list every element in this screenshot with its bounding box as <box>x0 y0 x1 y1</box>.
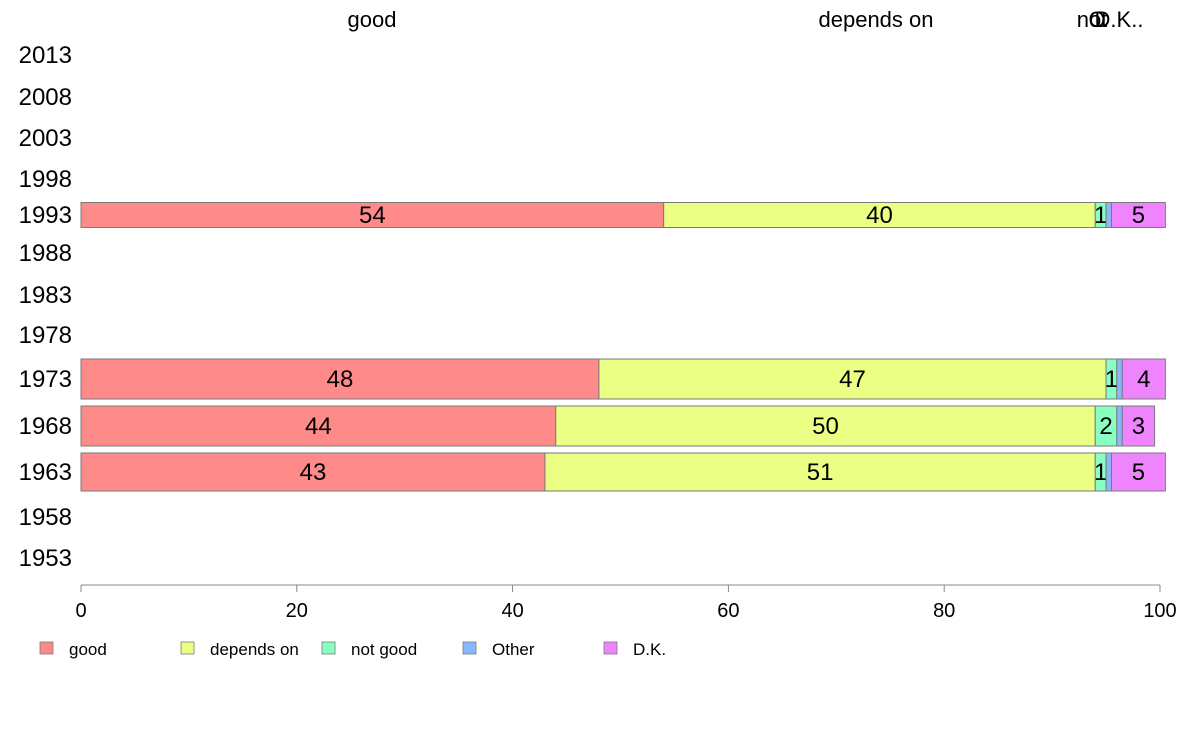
y-tick-label: 1973 <box>19 366 72 393</box>
bar-segment <box>1116 358 1123 400</box>
bar-segment <box>1121 358 1166 400</box>
bar-segment <box>1116 405 1123 447</box>
bar-value-label: 3 <box>1132 413 1145 440</box>
bar-value-label: 1 <box>1094 202 1107 229</box>
bar-value-label: 4 <box>1137 366 1150 393</box>
x-tick-label: 20 <box>286 600 308 622</box>
legend-swatch <box>603 641 618 655</box>
bar-value-label: 51 <box>807 459 834 486</box>
bar-segment <box>80 452 546 492</box>
legend-label: not good <box>351 640 417 659</box>
bar-value-label: 50 <box>812 413 839 440</box>
top-label: D.K.. <box>1095 7 1144 32</box>
x-tick-label: 60 <box>717 600 739 622</box>
y-tick-label: 1968 <box>19 413 72 440</box>
y-tick-label: 1998 <box>19 166 72 193</box>
top-label: not <box>1077 7 1108 32</box>
y-tick-label: 1963 <box>19 459 72 486</box>
y-tick-label: 2013 <box>19 42 72 69</box>
x-tick-label: 0 <box>75 600 86 622</box>
bar-segment <box>1110 202 1166 228</box>
legend-label: Other <box>492 640 535 659</box>
bar-value-label: 54 <box>359 202 386 229</box>
y-tick-label: 1958 <box>19 504 72 531</box>
y-tick-label: 2008 <box>19 84 72 111</box>
bar-segment <box>544 452 1096 492</box>
bar-segment <box>1105 202 1112 228</box>
legend-label: depends on <box>210 640 299 659</box>
bar-segment <box>555 405 1096 447</box>
x-tick-label: 80 <box>933 600 955 622</box>
y-tick-label: 1953 <box>19 545 72 572</box>
legend-swatch <box>462 641 477 655</box>
bar-segment <box>80 405 557 447</box>
y-tick-label: 1978 <box>19 322 72 349</box>
x-tick-label: 100 <box>1143 600 1176 622</box>
bar-segment <box>1110 452 1166 492</box>
y-tick-label: 1988 <box>19 240 72 267</box>
bar-value-label: 44 <box>305 413 332 440</box>
bar-segment <box>80 202 665 228</box>
top-label: good <box>348 7 397 32</box>
bar-value-label: 43 <box>300 459 327 486</box>
top-label: depends on <box>819 7 934 32</box>
bar-value-label: 1 <box>1105 366 1118 393</box>
bar-segment <box>598 358 1107 400</box>
legend-label: good <box>69 640 107 659</box>
top-label: O <box>1088 7 1105 32</box>
y-tick-label: 1993 <box>19 202 72 229</box>
bar-value-label: 2 <box>1099 413 1112 440</box>
y-tick-label: 2003 <box>19 125 72 152</box>
x-tick-label: 40 <box>501 600 523 622</box>
bar-value-label: 40 <box>866 202 893 229</box>
legend-swatch <box>39 641 54 655</box>
bar-segment <box>1121 405 1156 447</box>
legend-swatch <box>321 641 336 655</box>
bar-value-label: 5 <box>1132 459 1145 486</box>
bar-segment <box>1105 452 1112 492</box>
bar-value-label: 1 <box>1094 459 1107 486</box>
bar-value-label: 48 <box>327 366 354 393</box>
bar-value-label: 47 <box>839 366 866 393</box>
legend-label: D.K. <box>633 640 666 659</box>
legend-swatch <box>180 641 195 655</box>
bar-value-label: 5 <box>1132 202 1145 229</box>
y-tick-label: 1983 <box>19 282 72 309</box>
